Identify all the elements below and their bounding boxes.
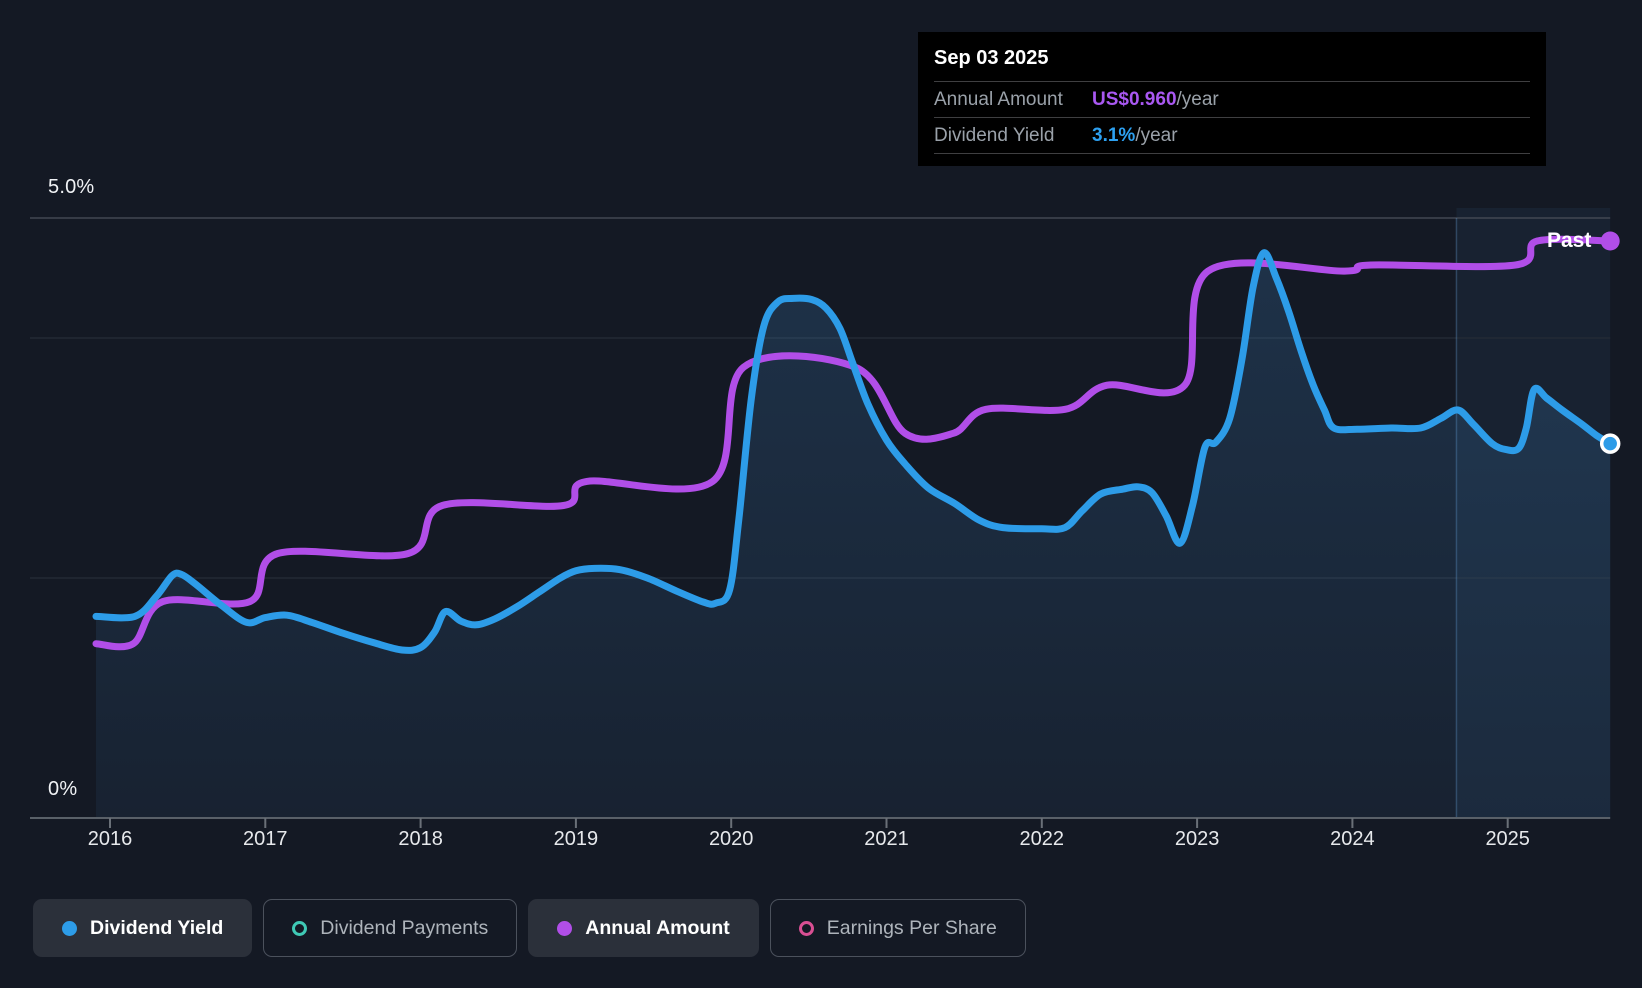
annual-amount-end-marker xyxy=(1600,231,1620,251)
tooltip-row-annual-amount: Annual Amount US$0.960 /year xyxy=(934,81,1530,117)
x-axis-label-2023: 2023 xyxy=(1174,828,1220,850)
tooltip-label: Annual Amount xyxy=(934,88,1063,110)
x-axis-label-2019: 2019 xyxy=(553,828,599,850)
legend-label: Dividend Payments xyxy=(320,916,489,939)
legend-label: Annual Amount xyxy=(585,916,730,939)
legend-label: Dividend Yield xyxy=(90,916,224,939)
chart-legend: Dividend Yield Dividend Payments Annual … xyxy=(33,899,1026,957)
legend-button-dividend-yield[interactable]: Dividend Yield xyxy=(33,899,253,957)
y-axis-label-bottom: 0% xyxy=(48,778,78,800)
x-axis-label-2021: 2021 xyxy=(864,828,909,850)
tooltip-suffix: /year xyxy=(1135,124,1178,146)
x-axis-label-2018: 2018 xyxy=(398,828,443,850)
x-axis-label-2016: 2016 xyxy=(87,828,133,850)
annual-amount-line xyxy=(92,235,1614,651)
dividend-yield-dot-icon xyxy=(62,920,77,936)
legend-button-earnings-per-share[interactable]: Earnings Per Share xyxy=(769,899,1026,957)
annual-amount-dot-icon xyxy=(557,920,573,936)
y-axis-label-top: 5.0% xyxy=(48,176,95,198)
dividend-yield-end-marker xyxy=(1599,433,1621,454)
chart-tooltip: Sep 03 2025 Annual Amount US$0.960 /year… xyxy=(918,32,1546,166)
dividend-yield-line xyxy=(92,249,1614,654)
earnings-per-share-ring-icon xyxy=(798,920,814,936)
past-region-label: Past xyxy=(1547,229,1592,252)
legend-button-annual-amount[interactable]: Annual Amount xyxy=(528,899,759,957)
x-axis-label-2017: 2017 xyxy=(243,828,288,850)
tooltip-value: 3.1% xyxy=(1092,124,1136,146)
tooltip-row-dividend-yield: Dividend Yield 3.1% /year xyxy=(934,117,1530,154)
x-axis-labels: 2016 2017 2018 2019 2020 2021 2022 2023 2024 2025 xyxy=(0,828,1642,856)
dividend-payments-ring-icon xyxy=(292,920,308,936)
x-axis-label-2020: 2020 xyxy=(708,828,754,850)
tooltip-value: US$0.960 xyxy=(1092,88,1177,110)
tooltip-label: Dividend Yield xyxy=(934,124,1055,146)
dividend-yield-area-fill xyxy=(96,252,1611,818)
tooltip-date: Sep 03 2025 xyxy=(934,47,1049,69)
legend-label: Earnings Per Share xyxy=(826,916,997,939)
x-axis-label-2022: 2022 xyxy=(1019,828,1065,850)
legend-button-dividend-payments[interactable]: Dividend Payments xyxy=(263,899,518,957)
x-axis-label-2024: 2024 xyxy=(1330,828,1375,850)
x-axis-label-2025: 2025 xyxy=(1485,828,1530,850)
tooltip-suffix: /year xyxy=(1176,88,1219,110)
